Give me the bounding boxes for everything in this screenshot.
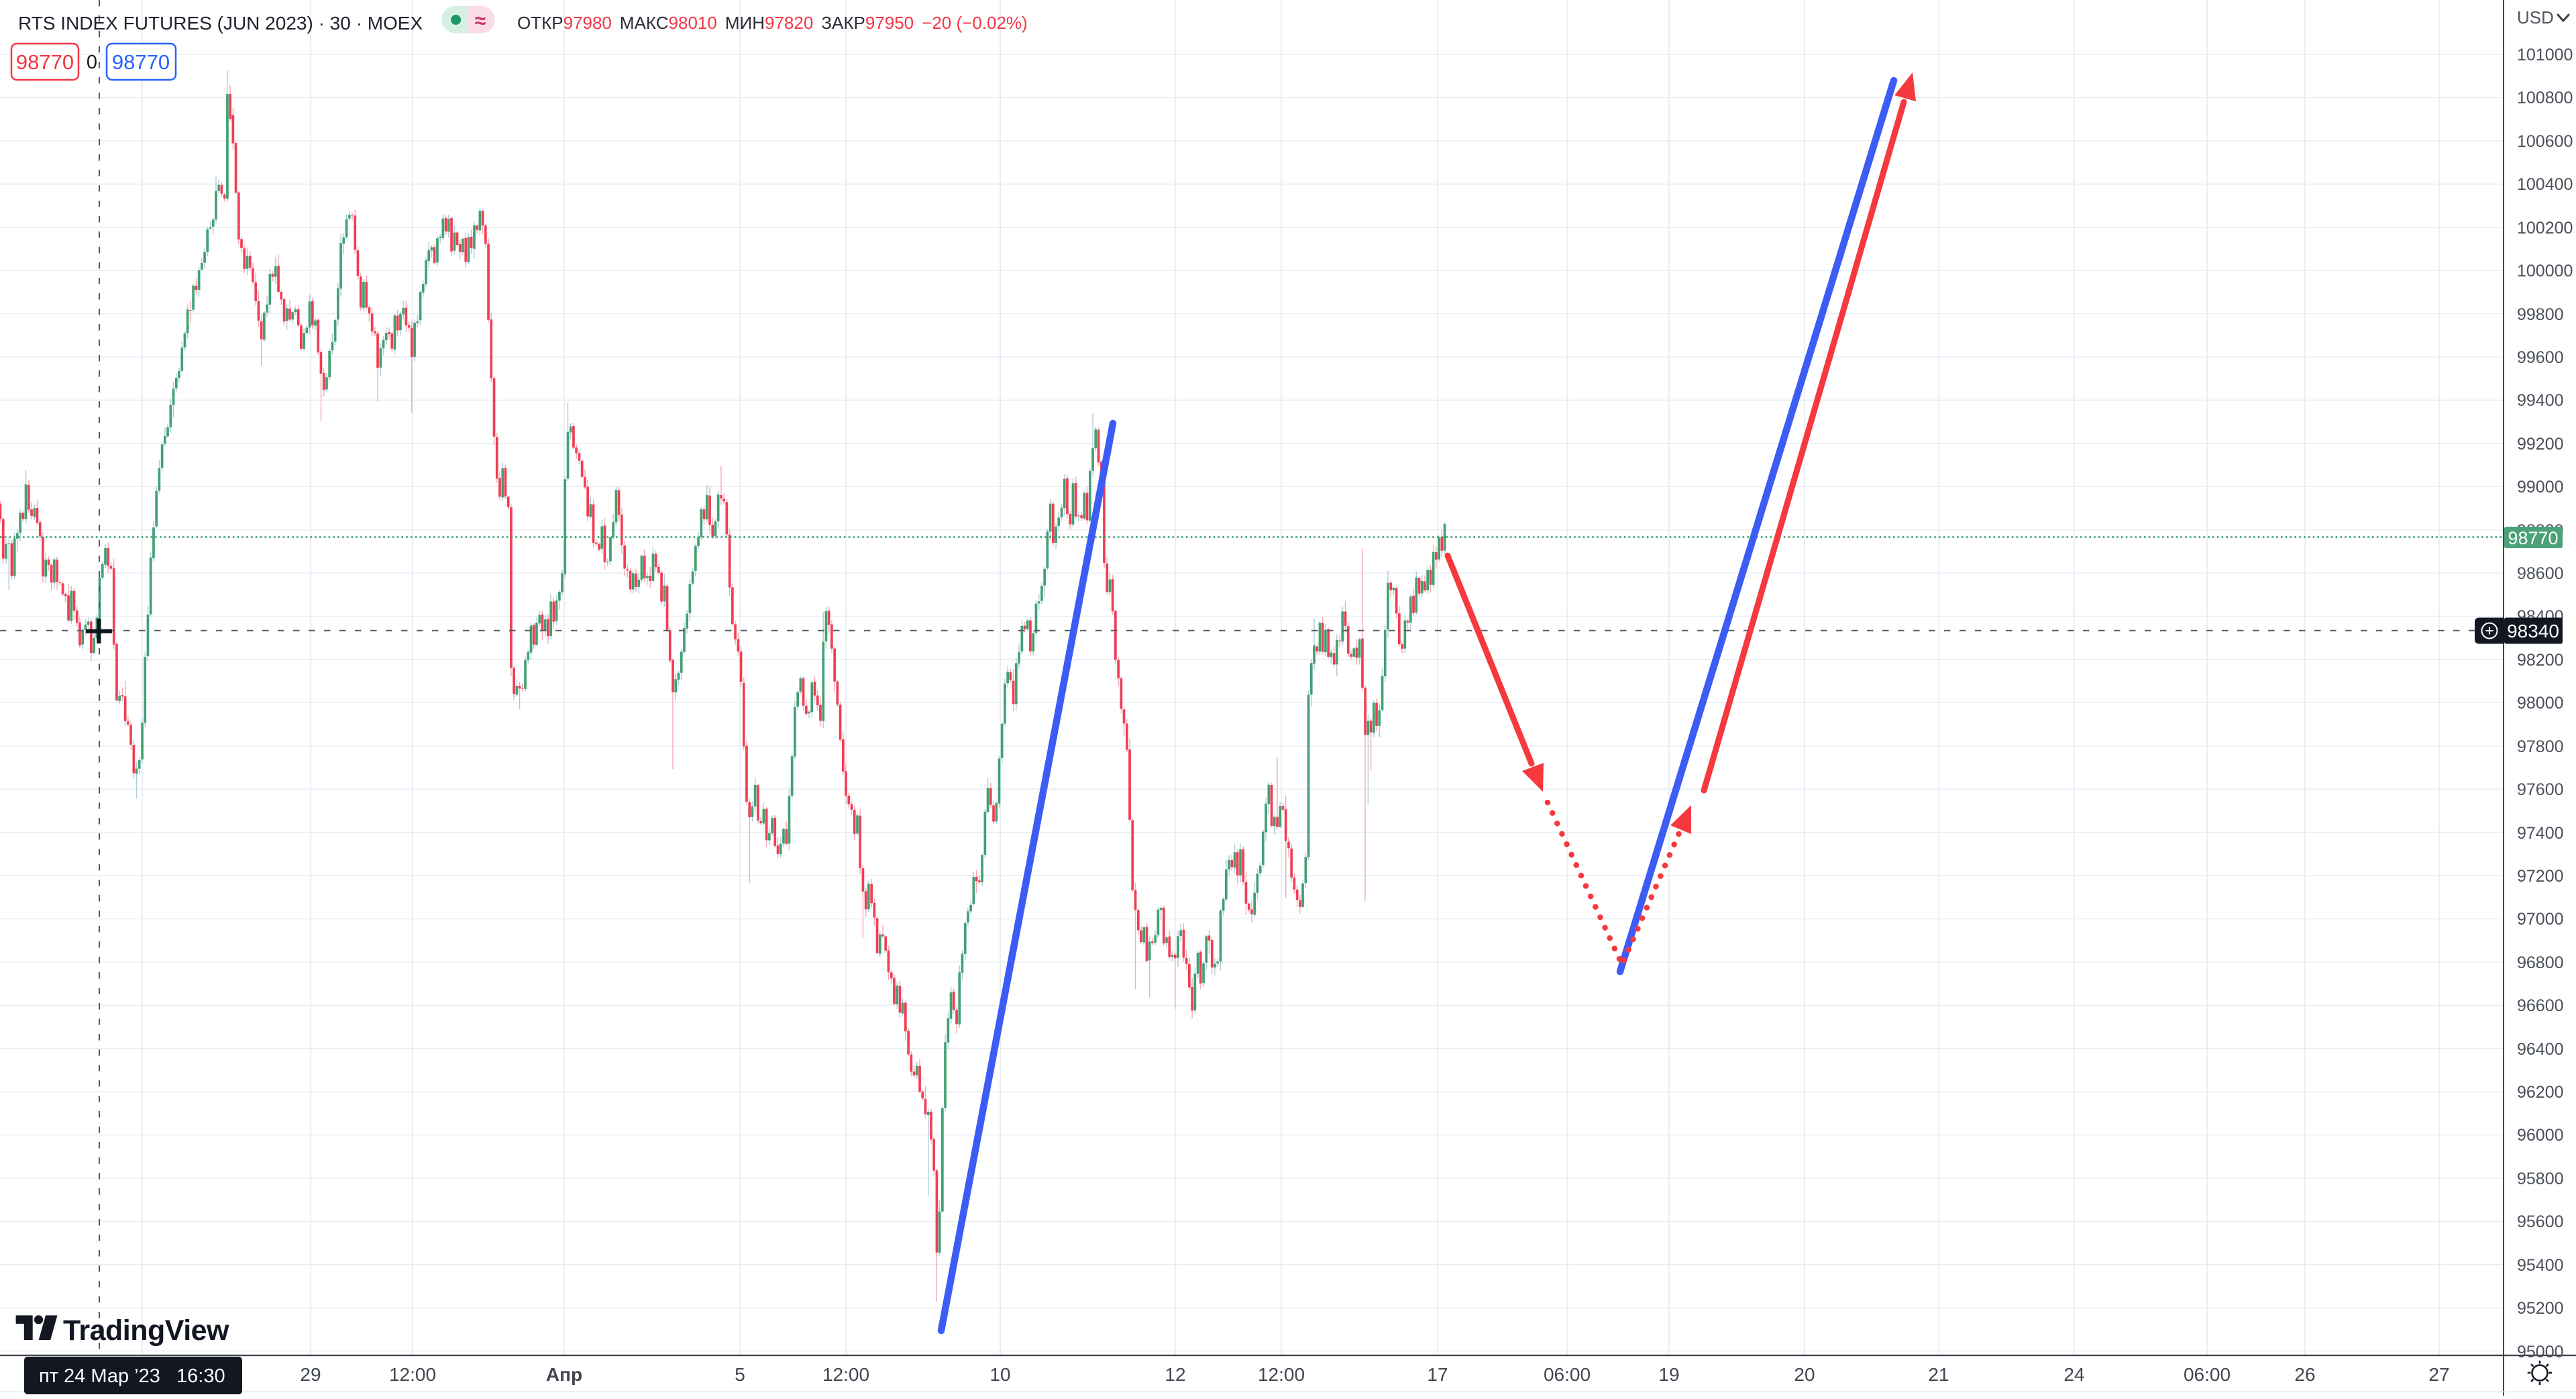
svg-text:Апр: Апр [546, 1364, 582, 1385]
svg-text:17: 17 [1427, 1364, 1448, 1385]
svg-text:пт 24 Мар ’23 16:30: пт 24 Мар ’23 16:30 [39, 1365, 225, 1387]
svg-text:98600: 98600 [2517, 564, 2564, 583]
svg-text:99800: 99800 [2517, 305, 2564, 324]
svg-text:98000: 98000 [2517, 694, 2564, 713]
svg-text:95000: 95000 [2517, 1343, 2564, 1361]
svg-text:95200: 95200 [2517, 1299, 2564, 1318]
svg-text:5: 5 [735, 1364, 745, 1385]
svg-text:97800: 97800 [2517, 737, 2564, 756]
svg-text:99000: 99000 [2517, 478, 2564, 497]
svg-text:100200: 100200 [2517, 219, 2573, 238]
svg-text:98200: 98200 [2517, 651, 2564, 670]
svg-text:27: 27 [2428, 1364, 2449, 1385]
svg-text:USD: USD [2517, 7, 2554, 28]
svg-text:98770: 98770 [16, 50, 74, 74]
svg-text:≈: ≈ [475, 10, 486, 32]
svg-text:26: 26 [2294, 1364, 2315, 1385]
svg-text:12: 12 [1165, 1364, 1185, 1385]
svg-text:100600: 100600 [2517, 132, 2573, 151]
svg-text:98770: 98770 [112, 50, 170, 74]
svg-text:100800: 100800 [2517, 89, 2573, 107]
svg-text:TradingView: TradingView [63, 1314, 229, 1347]
svg-text:96200: 96200 [2517, 1083, 2564, 1102]
svg-text:0: 0 [87, 52, 97, 73]
svg-text:12:00: 12:00 [389, 1364, 436, 1385]
svg-text:95600: 95600 [2517, 1212, 2564, 1231]
svg-text:95800: 95800 [2517, 1170, 2564, 1188]
svg-text:98770: 98770 [2508, 528, 2558, 548]
svg-text:06:00: 06:00 [1544, 1364, 1591, 1385]
svg-text:12:00: 12:00 [822, 1364, 869, 1385]
svg-text:97000: 97000 [2517, 910, 2564, 929]
svg-text:99400: 99400 [2517, 391, 2564, 410]
svg-text:29: 29 [300, 1364, 321, 1385]
svg-text:06:00: 06:00 [2184, 1364, 2231, 1385]
svg-text:24: 24 [2063, 1364, 2084, 1385]
svg-text:96000: 96000 [2517, 1126, 2564, 1145]
svg-text:95400: 95400 [2517, 1256, 2564, 1275]
svg-text:99200: 99200 [2517, 435, 2564, 454]
svg-text:RTS INDEX FUTURES (JUN 2023) ·: RTS INDEX FUTURES (JUN 2023) · 30 · MOEX [18, 13, 423, 34]
svg-text:10: 10 [989, 1364, 1010, 1385]
svg-text:20: 20 [1794, 1364, 1815, 1385]
svg-text:19: 19 [1658, 1364, 1679, 1385]
svg-text:100400: 100400 [2517, 175, 2573, 194]
svg-text:98340: 98340 [2507, 621, 2559, 641]
svg-text:101000: 101000 [2517, 46, 2573, 64]
svg-text:96800: 96800 [2517, 953, 2564, 972]
svg-text:12:00: 12:00 [1258, 1364, 1305, 1385]
svg-text:96600: 96600 [2517, 996, 2564, 1015]
svg-text:100000: 100000 [2517, 262, 2573, 280]
svg-text:21: 21 [1928, 1364, 1949, 1385]
svg-text:97600: 97600 [2517, 780, 2564, 799]
svg-text:97400: 97400 [2517, 824, 2564, 843]
svg-text:96400: 96400 [2517, 1040, 2564, 1059]
svg-text:97200: 97200 [2517, 867, 2564, 886]
svg-text:99600: 99600 [2517, 348, 2564, 367]
